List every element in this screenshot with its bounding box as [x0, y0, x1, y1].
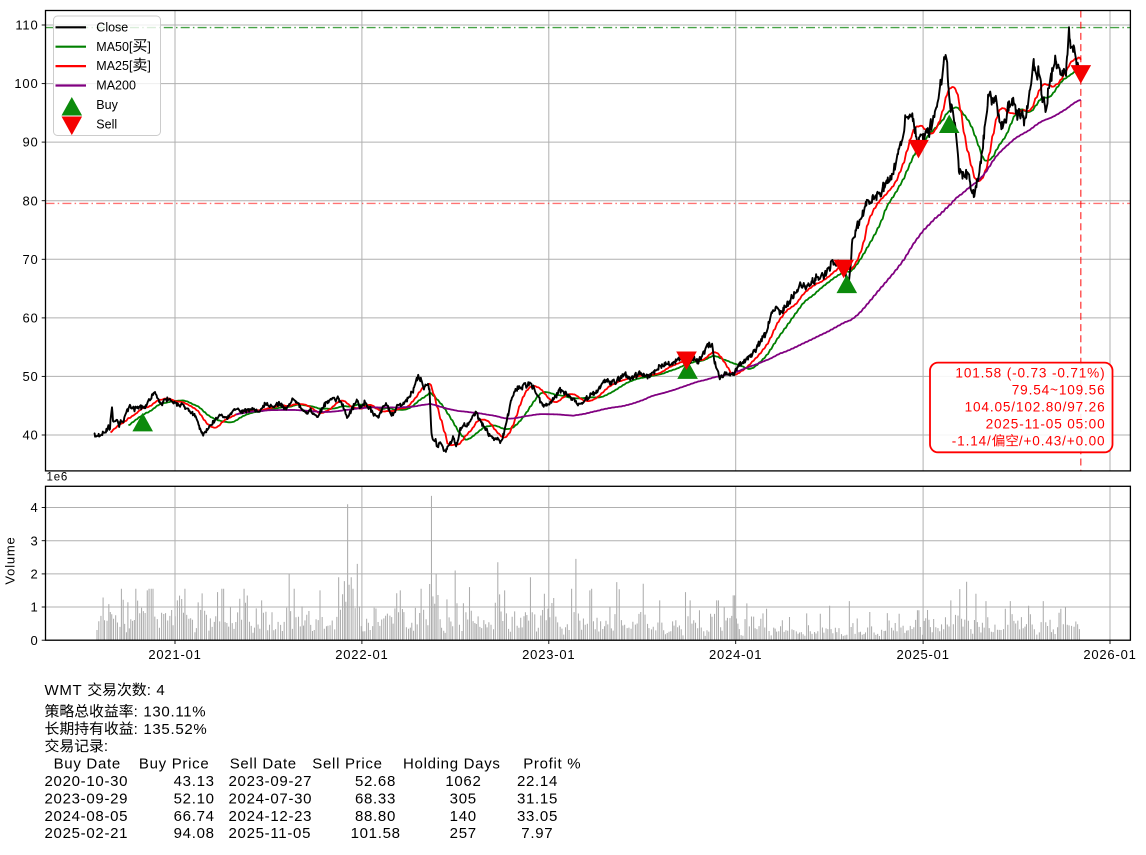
svg-text:WMT: WMT: [45, 682, 83, 699]
svg-text:1: 1: [30, 600, 38, 615]
svg-text:101.58 (-0.73 -0.71%): 101.58 (-0.73 -0.71%): [955, 366, 1105, 381]
svg-text:2022-01: 2022-01: [335, 647, 388, 662]
svg-text:]: ]: [147, 59, 150, 73]
svg-text:52.10: 52.10: [174, 790, 215, 807]
svg-text:2024-12-23: 2024-12-23: [229, 808, 313, 825]
svg-text:2025-11-05 05:00: 2025-11-05 05:00: [986, 417, 1106, 432]
svg-text:66.74: 66.74: [174, 808, 215, 825]
svg-text:257: 257: [450, 825, 477, 842]
svg-text:Volume: Volume: [3, 536, 18, 584]
svg-text:110: 110: [15, 18, 38, 33]
svg-text:: 4: : 4: [147, 682, 166, 699]
svg-text:43.13: 43.13: [174, 773, 215, 790]
svg-text:1062: 1062: [445, 773, 481, 790]
svg-text:88.80: 88.80: [355, 808, 396, 825]
svg-text:-1.14/: -1.14/: [952, 434, 992, 449]
svg-text:3: 3: [30, 533, 38, 548]
svg-text:Sell Price: Sell Price: [312, 756, 382, 773]
svg-text:/+0.43/+0.00: /+0.43/+0.00: [1019, 434, 1106, 449]
svg-text:MA200: MA200: [96, 79, 136, 93]
svg-text:1e6: 1e6: [47, 472, 69, 484]
svg-text:4: 4: [30, 500, 38, 515]
svg-text:104.05/102.80/97.26: 104.05/102.80/97.26: [965, 400, 1106, 415]
svg-text:2023-09-29: 2023-09-29: [45, 790, 129, 807]
svg-text:2025-11-05: 2025-11-05: [229, 825, 312, 842]
svg-text:94.08: 94.08: [174, 825, 215, 842]
svg-text:80: 80: [22, 193, 38, 208]
svg-text:2024-07-30: 2024-07-30: [229, 790, 313, 807]
svg-text:70: 70: [22, 252, 38, 267]
svg-text:31.15: 31.15: [517, 790, 558, 807]
svg-text:2024-01: 2024-01: [709, 647, 762, 662]
svg-text:Sell Date: Sell Date: [230, 756, 297, 773]
svg-text:33.05: 33.05: [517, 808, 558, 825]
svg-text:90: 90: [22, 135, 38, 150]
svg-text:68.33: 68.33: [355, 790, 396, 807]
svg-text:Profit %: Profit %: [523, 756, 581, 773]
svg-text:140: 140: [450, 808, 477, 825]
svg-text:2: 2: [30, 567, 38, 582]
svg-text:2023-09-27: 2023-09-27: [229, 773, 313, 790]
svg-text:Buy Date: Buy Date: [54, 756, 121, 773]
svg-text:MA25[: MA25[: [96, 59, 133, 73]
svg-text:0: 0: [30, 633, 38, 648]
svg-text:: 135.52%: : 135.52%: [134, 721, 208, 738]
svg-text:2025-01: 2025-01: [896, 647, 949, 662]
svg-text:Buy Price: Buy Price: [139, 756, 210, 773]
svg-text:305: 305: [450, 790, 477, 807]
svg-text:]: ]: [147, 40, 150, 54]
svg-text:Close: Close: [96, 20, 128, 34]
svg-text:2024-08-05: 2024-08-05: [45, 808, 129, 825]
svg-text:2026-01: 2026-01: [1083, 647, 1136, 662]
svg-text:Sell: Sell: [96, 117, 117, 131]
svg-text:: 130.11%: : 130.11%: [134, 703, 207, 720]
svg-text:101.58: 101.58: [351, 825, 401, 842]
svg-text:2025-02-21: 2025-02-21: [45, 825, 129, 842]
svg-text:2021-01: 2021-01: [148, 647, 201, 662]
svg-text:Holding Days: Holding Days: [403, 756, 501, 773]
svg-text::: :: [104, 738, 109, 755]
svg-text:MA50[: MA50[: [96, 40, 133, 54]
svg-text:60: 60: [22, 311, 38, 326]
svg-text:Buy: Buy: [96, 98, 118, 112]
svg-text:7.97: 7.97: [521, 825, 553, 842]
svg-text:2020-10-30: 2020-10-30: [45, 773, 129, 790]
svg-text:100: 100: [14, 76, 38, 91]
svg-text:79.54~109.56: 79.54~109.56: [1012, 383, 1106, 398]
svg-text:52.68: 52.68: [355, 773, 396, 790]
svg-text:2023-01: 2023-01: [522, 647, 575, 662]
svg-text:40: 40: [22, 428, 38, 443]
svg-text:22.14: 22.14: [517, 773, 558, 790]
svg-text:50: 50: [22, 369, 38, 384]
